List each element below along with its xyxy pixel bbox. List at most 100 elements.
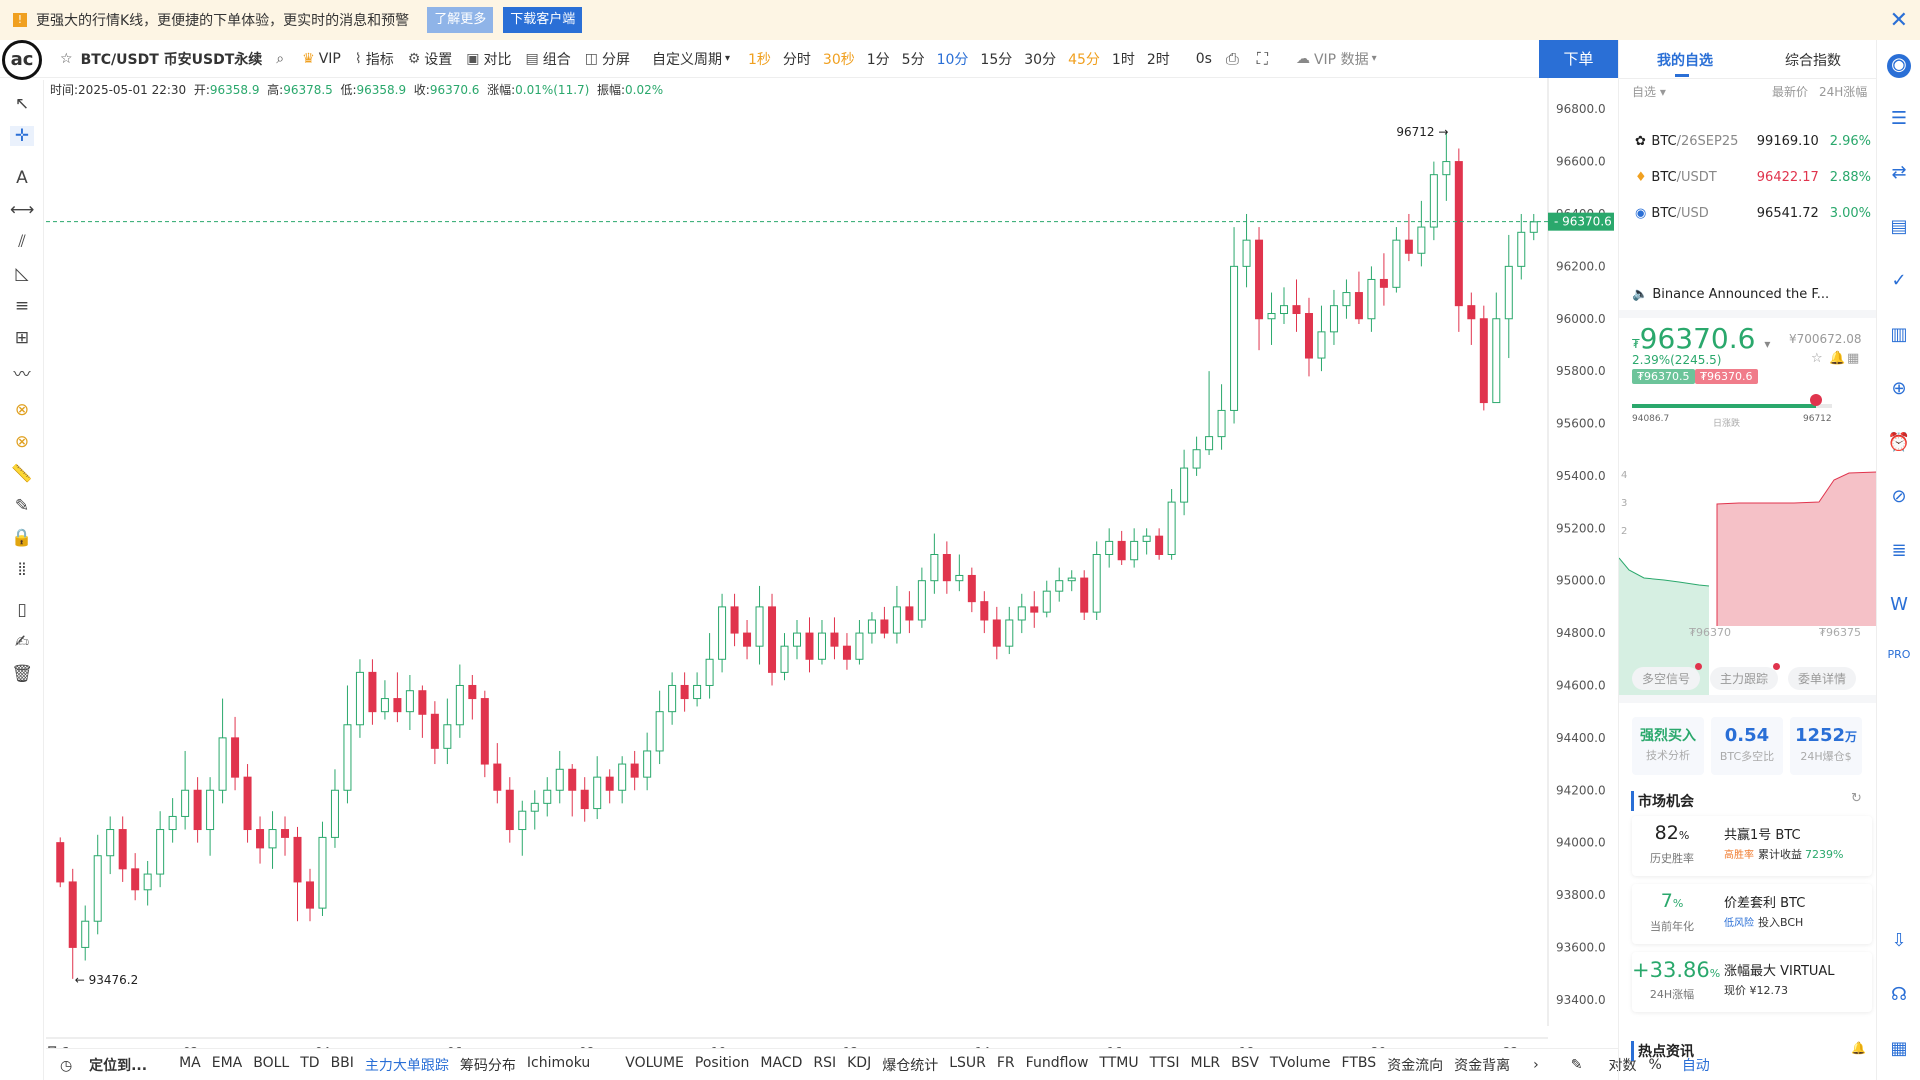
vip-button[interactable]: ♛ VIP xyxy=(302,51,341,67)
indicator-item[interactable]: BBI xyxy=(330,1054,354,1071)
close-icon[interactable]: ✕ xyxy=(1889,8,1908,33)
lock-icon[interactable]: 🔒 xyxy=(11,528,33,548)
headset-icon[interactable]: ☊ xyxy=(1891,984,1907,1005)
wave-tool-icon[interactable]: 〰 xyxy=(13,365,31,385)
custom-period-dropdown[interactable]: 自定义周期 ▾ xyxy=(652,49,730,69)
symbol-search-icon[interactable]: ⌕ xyxy=(276,50,285,67)
magnet-weak-icon[interactable]: ⊗ xyxy=(14,400,30,420)
camera-icon[interactable]: ⎙ xyxy=(1225,48,1239,68)
market-card[interactable]: 7% 当前年化 价差套利 BTC 低风险 投入BCH xyxy=(1632,884,1872,944)
period-tab[interactable]: 1分 xyxy=(866,51,890,68)
period-tab[interactable]: 5分 xyxy=(901,51,925,68)
plugin-icon[interactable]: ⊕ xyxy=(1891,378,1907,399)
indicator-item[interactable]: 筹码分布 xyxy=(459,1057,516,1074)
indicator-button[interactable]: ⌇ 指标 xyxy=(355,49,394,69)
magnet-strong-icon[interactable]: ⊗ xyxy=(14,432,30,452)
indicator-item[interactable]: Position xyxy=(694,1054,750,1071)
indicator-item[interactable]: TTSI xyxy=(1149,1054,1180,1071)
indicator-item[interactable]: Ichimoku xyxy=(526,1054,591,1071)
document-icon[interactable]: ≣ xyxy=(1891,540,1907,561)
period-tab[interactable]: 15分 xyxy=(980,51,1013,68)
combine-button[interactable]: ▤ 组合 xyxy=(526,49,571,69)
triangle-tool-icon[interactable]: ◺ xyxy=(15,264,29,284)
stat-card[interactable]: 强烈买入 技术分析 xyxy=(1632,717,1704,775)
stat-card[interactable]: 0.54 BTC多空比 xyxy=(1711,717,1783,775)
ruler-icon[interactable]: 📏 xyxy=(11,464,33,484)
watchlist-row[interactable]: ♦ BTC/USDT 96422.17 2.88% xyxy=(1635,164,1871,190)
watchlist-row[interactable]: ◉ BTC/USD 96541.72 3.00% xyxy=(1635,200,1871,226)
auto-scale-toggle[interactable]: 自动 xyxy=(1681,1057,1710,1074)
watchlist-filter-dropdown[interactable]: 自选 ▾ xyxy=(1632,85,1666,99)
indicator-item[interactable]: BOLL xyxy=(253,1054,290,1071)
quote-action-button[interactable]: 委单详情 xyxy=(1788,667,1857,690)
indicator-item[interactable]: 主力大单跟踪 xyxy=(364,1057,449,1074)
indicator-item[interactable]: MACD xyxy=(760,1054,803,1071)
indicator-item[interactable]: MLR xyxy=(1190,1054,1221,1071)
percent-scale-toggle[interactable]: % xyxy=(1648,1056,1662,1073)
settings-button[interactable]: ⚙ 设置 xyxy=(408,49,453,69)
pencil-icon[interactable]: ✎ xyxy=(14,496,30,516)
candlestick-chart[interactable]: 96800.096600.096400.096200.096000.095800… xyxy=(46,78,1618,1048)
line-tool-icon[interactable]: ⟷ xyxy=(10,200,35,220)
quote-action-button[interactable]: 主力跟踪 xyxy=(1710,663,1781,690)
download-icon[interactable]: ⇩ xyxy=(1891,930,1907,951)
indicator-item[interactable]: TVolume xyxy=(1269,1054,1331,1071)
indicator-item[interactable]: TD xyxy=(300,1054,320,1071)
cursor-arrow-icon[interactable]: ↖ xyxy=(14,94,30,114)
bookmark-icon[interactable]: ▯ xyxy=(17,600,27,620)
chevron-down-icon[interactable]: ▾ xyxy=(1764,337,1771,351)
indicator-item[interactable]: LSUR xyxy=(949,1054,986,1071)
period-tab[interactable]: 45分 xyxy=(1068,51,1100,68)
edit-icon[interactable]: ✎ xyxy=(1570,1056,1583,1073)
trade-icon[interactable]: ⇄ xyxy=(1891,162,1907,183)
crosshair-icon[interactable]: ✛ xyxy=(10,126,34,146)
grid-tool-icon[interactable]: ⊞ xyxy=(14,328,30,348)
chevron-right-icon[interactable]: › xyxy=(1533,1056,1539,1073)
watchlist-row[interactable]: ✿ BTC/26SEP25 99169.10 2.96% xyxy=(1635,128,1871,154)
indicator-item[interactable]: 资金流向 xyxy=(1387,1057,1444,1074)
star-icon[interactable]: ☆ xyxy=(1811,351,1823,366)
watchlist-icon[interactable]: ☰ xyxy=(1890,108,1908,129)
indicator-item[interactable]: BSV xyxy=(1231,1054,1259,1071)
order-button[interactable]: 下单 xyxy=(1539,40,1618,78)
indicator-item[interactable]: EMA xyxy=(211,1054,243,1071)
orders-icon[interactable]: ✓ xyxy=(1891,270,1907,291)
locate-button[interactable]: ◷ 定位到... xyxy=(60,1055,159,1075)
text-tool-icon[interactable]: A xyxy=(16,168,28,188)
edit-list-icon[interactable]: ✍ xyxy=(14,632,30,652)
favorite-star-icon[interactable]: ☆ xyxy=(60,50,73,67)
learn-more-button[interactable]: 了解更多 xyxy=(427,7,494,33)
period-tab[interactable]: 30分 xyxy=(1024,51,1057,68)
indicator-item[interactable]: KDJ xyxy=(847,1054,872,1071)
indicator-item[interactable]: VOLUME xyxy=(625,1054,684,1071)
log-scale-toggle[interactable]: 对数 xyxy=(1608,1057,1637,1074)
market-card[interactable]: +33.86% 24H涨幅 涨幅最大 VIRTUAL 现价 ¥12.73 xyxy=(1632,952,1872,1012)
bars-icon[interactable]: ▥ xyxy=(1890,324,1908,345)
split-screen-button[interactable]: ◫ 分屏 xyxy=(585,49,630,69)
period-tab[interactable]: 1时 xyxy=(1111,51,1135,68)
calculator-icon[interactable]: ▦ xyxy=(1847,351,1860,366)
period-tab[interactable]: 10分 xyxy=(936,51,969,68)
news-icon[interactable]: ▤ xyxy=(1890,216,1908,237)
depth-chart[interactable]: 4 3 2 ₮96370 ₮96375 xyxy=(1619,440,1877,700)
indicator-item[interactable]: TTMU xyxy=(1099,1054,1139,1071)
indicator-item[interactable]: Fundflow xyxy=(1025,1054,1089,1071)
download-client-button[interactable]: 下载客户端 xyxy=(503,7,583,33)
parallel-lines-icon[interactable]: ⫽ xyxy=(18,232,26,252)
alarm-icon[interactable]: ⏰ xyxy=(1887,432,1911,453)
pro-icon[interactable]: PRO xyxy=(1887,648,1911,661)
period-tab[interactable]: 2时 xyxy=(1146,51,1170,68)
indicator-item[interactable]: FTBS xyxy=(1341,1054,1377,1071)
bell-icon[interactable]: 🔔 xyxy=(1829,351,1846,366)
vip-data-dropdown[interactable]: ☁ VIP 数据 ▾ xyxy=(1296,49,1377,69)
news-ticker[interactable]: 🔈 Binance Announced the F... xyxy=(1632,287,1829,302)
market-card[interactable]: 82% 历史胜率 共赢1号 BTC 高胜率 累计收益 7239% xyxy=(1632,816,1872,876)
wallet-icon[interactable]: W xyxy=(1890,594,1908,615)
indicator-item[interactable]: RSI xyxy=(813,1054,837,1071)
bell-icon[interactable]: 🔔 xyxy=(1851,1041,1866,1055)
period-tab[interactable]: 1秒 xyxy=(748,51,771,68)
indicator-item[interactable]: MA xyxy=(179,1054,201,1071)
indicator-item[interactable]: 爆仓统计 xyxy=(882,1057,939,1074)
period-tab[interactable]: 30秒 xyxy=(822,51,855,68)
qrcode-icon[interactable]: ▦ xyxy=(1890,1038,1908,1059)
